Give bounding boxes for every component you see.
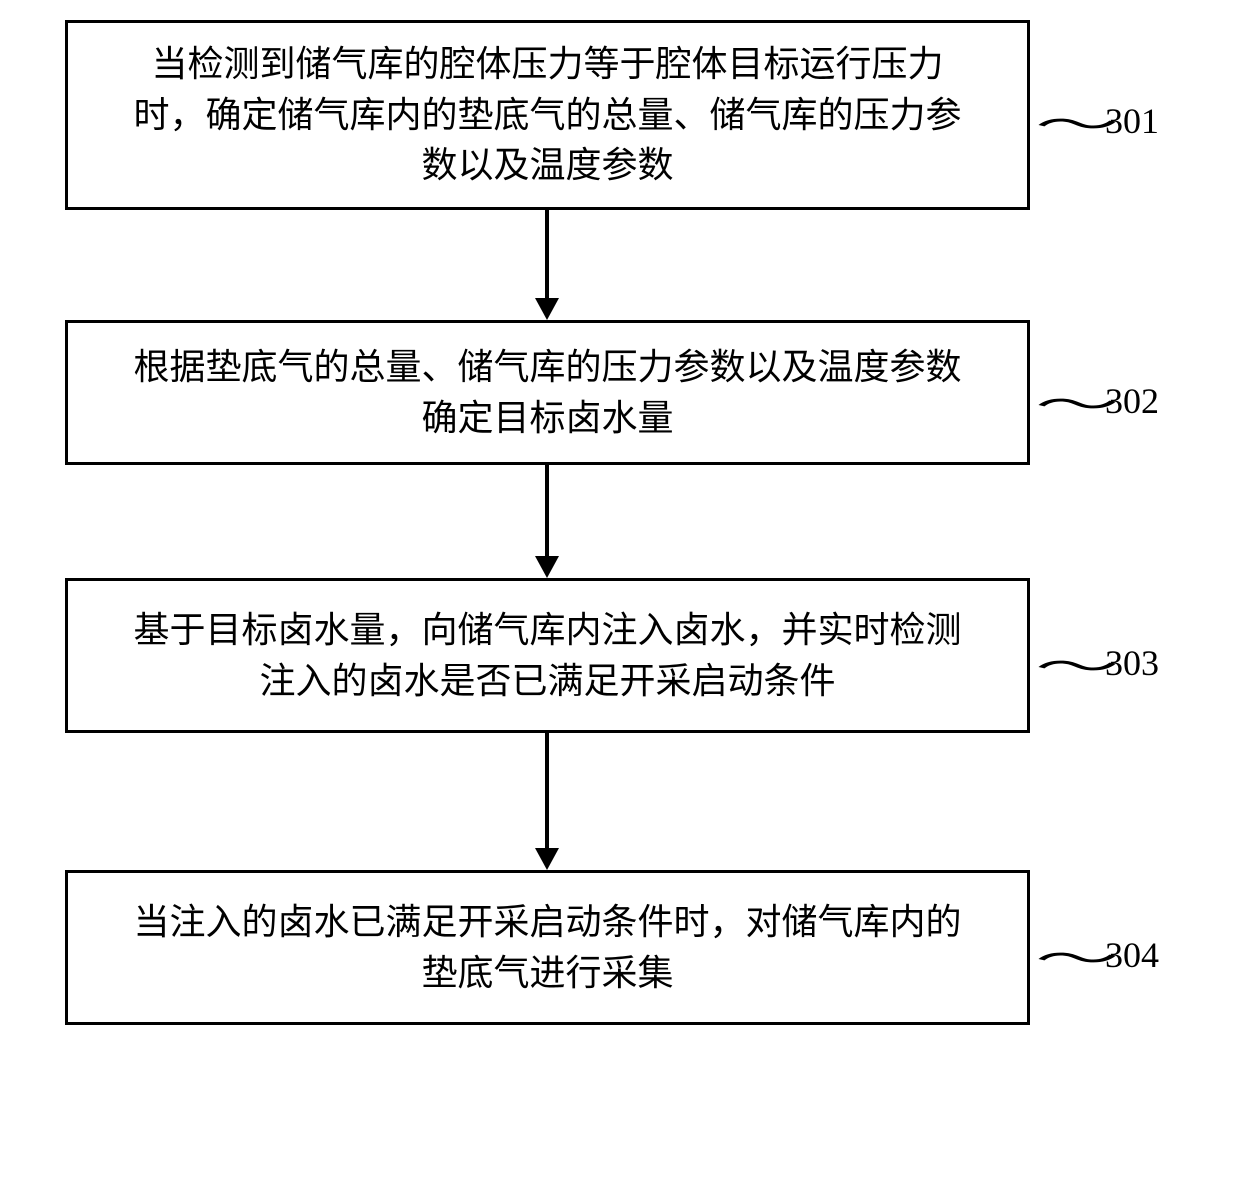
arrow-shaft xyxy=(545,733,549,850)
node-text: 当检测到储气库的腔体压力等于腔体目标运行压力 时，确定储气库内的垫底气的总量、储… xyxy=(133,39,961,190)
node-text: 当注入的卤水已满足开采启动条件时，对储气库内的 垫底气进行采集 xyxy=(133,897,961,998)
flowchart-node-2: 根据垫底气的总量、储气库的压力参数以及温度参数 确定目标卤水量 xyxy=(65,320,1030,465)
flowchart-node-4: 当注入的卤水已满足开采启动条件时，对储气库内的 垫底气进行采集 xyxy=(65,870,1030,1025)
node-text: 根据垫底气的总量、储气库的压力参数以及温度参数 确定目标卤水量 xyxy=(133,342,961,443)
step-number-label: 301 xyxy=(1105,100,1159,142)
arrow-head-icon xyxy=(535,848,559,870)
flowchart-node-3: 基于目标卤水量，向储气库内注入卤水，并实时检测 注入的卤水是否已满足开采启动条件 xyxy=(65,578,1030,733)
arrow-shaft xyxy=(545,465,549,558)
arrow-head-icon xyxy=(535,556,559,578)
step-number-label: 304 xyxy=(1105,934,1159,976)
flowchart-node-1: 当检测到储气库的腔体压力等于腔体目标运行压力 时，确定储气库内的垫底气的总量、储… xyxy=(65,20,1030,210)
step-number-label: 302 xyxy=(1105,380,1159,422)
arrow-shaft xyxy=(545,210,549,300)
step-number-label: 303 xyxy=(1105,642,1159,684)
arrow-head-icon xyxy=(535,298,559,320)
flowchart-canvas: 当检测到储气库的腔体压力等于腔体目标运行压力 时，确定储气库内的垫底气的总量、储… xyxy=(0,0,1240,1191)
node-text: 基于目标卤水量，向储气库内注入卤水，并实时检测 注入的卤水是否已满足开采启动条件 xyxy=(133,605,961,706)
